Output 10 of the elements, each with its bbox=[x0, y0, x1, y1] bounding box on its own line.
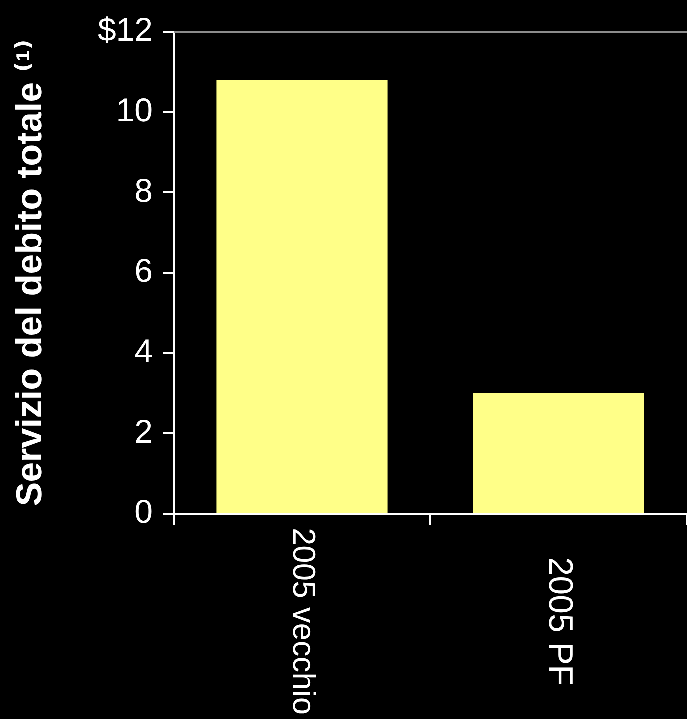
y-tick-label: 0 bbox=[134, 493, 153, 530]
y-tick-label: 4 bbox=[134, 332, 153, 370]
x-tick-label: 2005 PF bbox=[541, 557, 580, 686]
y-tick-label: 8 bbox=[134, 172, 153, 209]
y-tick-label: 10 bbox=[116, 91, 153, 128]
y-tick-label: 6 bbox=[134, 252, 153, 290]
y-tick-label: 2 bbox=[134, 412, 153, 450]
y-axis-title: Servizio del debito totale ⁽¹⁾ bbox=[8, 40, 50, 506]
x-tick-label: 2005 vecchio bbox=[286, 528, 323, 715]
y-tick-label: $12 bbox=[98, 11, 153, 48]
